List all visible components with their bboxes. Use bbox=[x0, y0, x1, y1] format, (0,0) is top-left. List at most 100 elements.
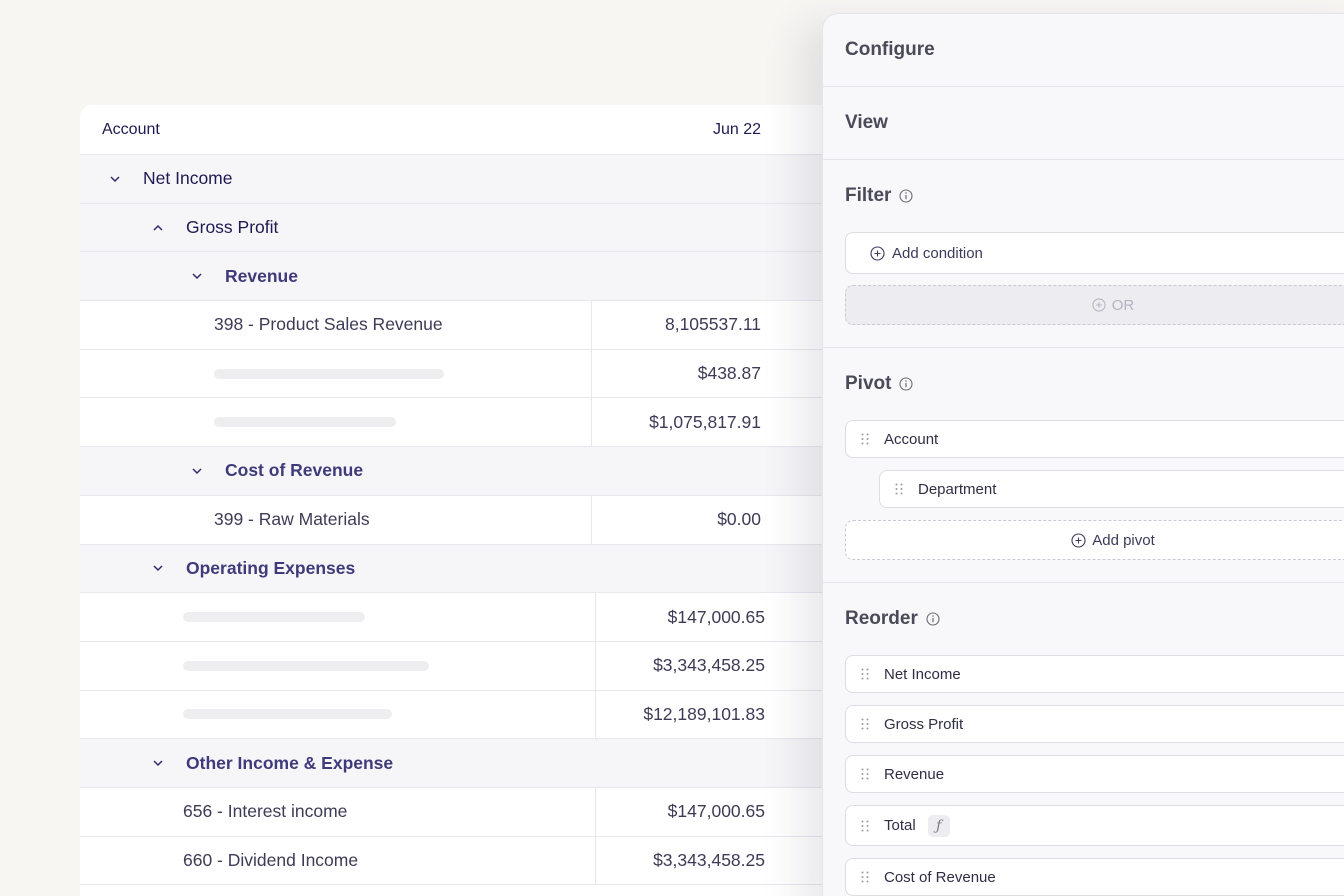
account-cell bbox=[80, 690, 596, 739]
reorder-chip-label: Cost of Revenue bbox=[884, 868, 996, 886]
account-cell: Gross Profit bbox=[80, 204, 278, 252]
or-button[interactable]: OR bbox=[845, 285, 1344, 325]
account-cell: Revenue bbox=[80, 252, 298, 300]
reorder-chip[interactable]: Gross Profit bbox=[845, 705, 1344, 743]
add-condition-button[interactable]: Add condition bbox=[845, 232, 1344, 274]
table-row[interactable]: $147,000.65 bbox=[80, 593, 840, 642]
reorder-chip[interactable]: Net Income bbox=[845, 655, 1344, 693]
loading-skeleton bbox=[183, 612, 365, 623]
section-view: View bbox=[823, 87, 1344, 160]
table-row[interactable]: $12,189,101.83 bbox=[80, 690, 840, 740]
reorder-chip-label: Total bbox=[884, 817, 916, 834]
group-row[interactable]: Operating Expenses bbox=[80, 544, 840, 594]
loading-skeleton bbox=[214, 417, 396, 428]
section-pivot: Pivot Account Department bbox=[823, 348, 1344, 583]
section-configure: Configure bbox=[823, 14, 1344, 87]
formula-icon[interactable]: ƒ bbox=[927, 814, 950, 837]
chevron-down-icon[interactable] bbox=[108, 172, 122, 186]
drag-handle-icon[interactable] bbox=[860, 717, 870, 731]
filter-header[interactable]: Filter bbox=[845, 160, 1344, 232]
table-row[interactable]: $438.87 bbox=[80, 349, 840, 399]
account-cell bbox=[80, 593, 596, 641]
group-row[interactable]: Revenue bbox=[80, 252, 840, 302]
reorder-chip[interactable]: Total ƒ bbox=[845, 805, 1344, 846]
reorder-list: Net Income Gross Profit Revenue Total ƒ Cost … bbox=[845, 655, 1344, 896]
section-filter: Filter Add condition OR bbox=[823, 160, 1344, 348]
loading-skeleton bbox=[214, 368, 444, 379]
account-cell: Net Income bbox=[80, 155, 232, 203]
group-row[interactable]: Net Income bbox=[80, 155, 840, 204]
drag-handle-icon[interactable] bbox=[860, 819, 870, 833]
value-cell: $0.00 bbox=[717, 509, 761, 530]
value-cell: $147,000.65 bbox=[667, 801, 765, 822]
table-row[interactable]: $1,075,817.91 bbox=[80, 398, 840, 448]
chevron-up-icon[interactable] bbox=[151, 221, 165, 235]
group-label: Revenue bbox=[225, 265, 298, 286]
table-row[interactable]: 399 - Raw Materials $0.00 bbox=[80, 495, 840, 545]
account-cell: 660 - Dividend Income bbox=[80, 836, 596, 885]
or-label: OR bbox=[1111, 296, 1135, 314]
reorder-chip-label: Net Income bbox=[884, 665, 961, 683]
account-label: 656 - Interest income bbox=[183, 801, 348, 822]
reorder-chip[interactable]: Cost of Revenue bbox=[845, 858, 1344, 896]
table-row[interactable]: 660 - Dividend Income $3,343,458.25 bbox=[80, 836, 840, 886]
chevron-down-icon[interactable] bbox=[190, 269, 204, 283]
view-header[interactable]: View bbox=[845, 87, 1344, 159]
drag-handle-icon[interactable] bbox=[860, 767, 870, 781]
reorder-chip-label: Revenue bbox=[884, 765, 945, 783]
account-cell: 656 - Interest income bbox=[80, 787, 596, 836]
account-cell bbox=[80, 641, 596, 690]
table-row[interactable]: 656 - Interest income $147,000.65 bbox=[80, 787, 840, 837]
table-row[interactable]: $3,343,458.25 bbox=[80, 641, 840, 691]
drag-handle-icon[interactable] bbox=[860, 667, 870, 681]
account-label: 398 - Product Sales Revenue bbox=[214, 314, 443, 335]
column-header-account[interactable]: Account bbox=[102, 120, 160, 138]
table-header: Account Jun 22 bbox=[80, 105, 840, 155]
value-cell: $3,343,458.25 bbox=[653, 849, 765, 870]
chevron-down-icon[interactable] bbox=[190, 464, 204, 478]
account-label: 660 - Dividend Income bbox=[183, 849, 359, 870]
view-title: View bbox=[845, 112, 888, 133]
group-row[interactable]: Gross Profit bbox=[80, 203, 840, 253]
group-row[interactable]: Other Income & Expense bbox=[80, 739, 840, 788]
reorder-chip-label: Gross Profit bbox=[884, 715, 964, 733]
plus-circle-icon bbox=[1092, 298, 1106, 312]
section-reorder: Reorder Net Income Gross Profit Revenue Tot… bbox=[823, 583, 1344, 896]
drag-handle-icon[interactable] bbox=[860, 870, 870, 884]
chevron-down-icon[interactable] bbox=[151, 756, 165, 770]
group-row[interactable]: Cost of Revenue bbox=[80, 447, 840, 496]
value-cell: $1,075,817.91 bbox=[649, 411, 761, 432]
account-cell: Other Income & Expense bbox=[80, 739, 393, 787]
table-row[interactable]: 398 - Product Sales Revenue 8,105537.11 bbox=[80, 301, 840, 350]
account-cell: 398 - Product Sales Revenue bbox=[80, 301, 592, 349]
account-cell: Operating Expenses bbox=[80, 545, 355, 593]
account-cell bbox=[80, 398, 592, 447]
reorder-title: Reorder bbox=[845, 608, 918, 629]
group-label: Operating Expenses bbox=[186, 557, 356, 578]
account-cell bbox=[80, 349, 592, 398]
add-pivot-label: Add pivot bbox=[1092, 531, 1155, 549]
value-cell: $12,189,101.83 bbox=[643, 703, 765, 724]
plus-circle-icon bbox=[1071, 532, 1086, 548]
reorder-chip[interactable]: Revenue bbox=[845, 755, 1344, 793]
add-pivot-button[interactable]: Add pivot bbox=[845, 520, 1344, 560]
column-header-jun-22[interactable]: Jun 22 bbox=[712, 120, 761, 138]
chevron-down-icon[interactable] bbox=[151, 561, 165, 575]
add-condition-label: Add condition bbox=[892, 244, 983, 262]
drag-handle-icon[interactable] bbox=[894, 482, 904, 496]
plus-circle-icon bbox=[870, 245, 885, 261]
filter-title: Filter bbox=[845, 185, 892, 206]
account-label: 399 - Raw Materials bbox=[214, 509, 370, 530]
pivot-header[interactable]: Pivot bbox=[845, 348, 1344, 420]
info-icon[interactable] bbox=[899, 377, 914, 391]
value-cell: 8,105537.11 bbox=[664, 314, 761, 335]
reorder-header[interactable]: Reorder bbox=[845, 583, 1344, 655]
drag-handle-icon[interactable] bbox=[860, 432, 870, 446]
info-icon[interactable] bbox=[899, 189, 914, 203]
pivot-chip-department[interactable]: Department bbox=[879, 470, 1344, 508]
configure-header[interactable]: Configure bbox=[845, 14, 1344, 86]
info-icon[interactable] bbox=[926, 612, 940, 626]
configure-panel: Configure View Filter A bbox=[822, 13, 1344, 896]
pivot-chip-account[interactable]: Account bbox=[845, 420, 1344, 458]
value-cell: $438.87 bbox=[697, 363, 761, 384]
